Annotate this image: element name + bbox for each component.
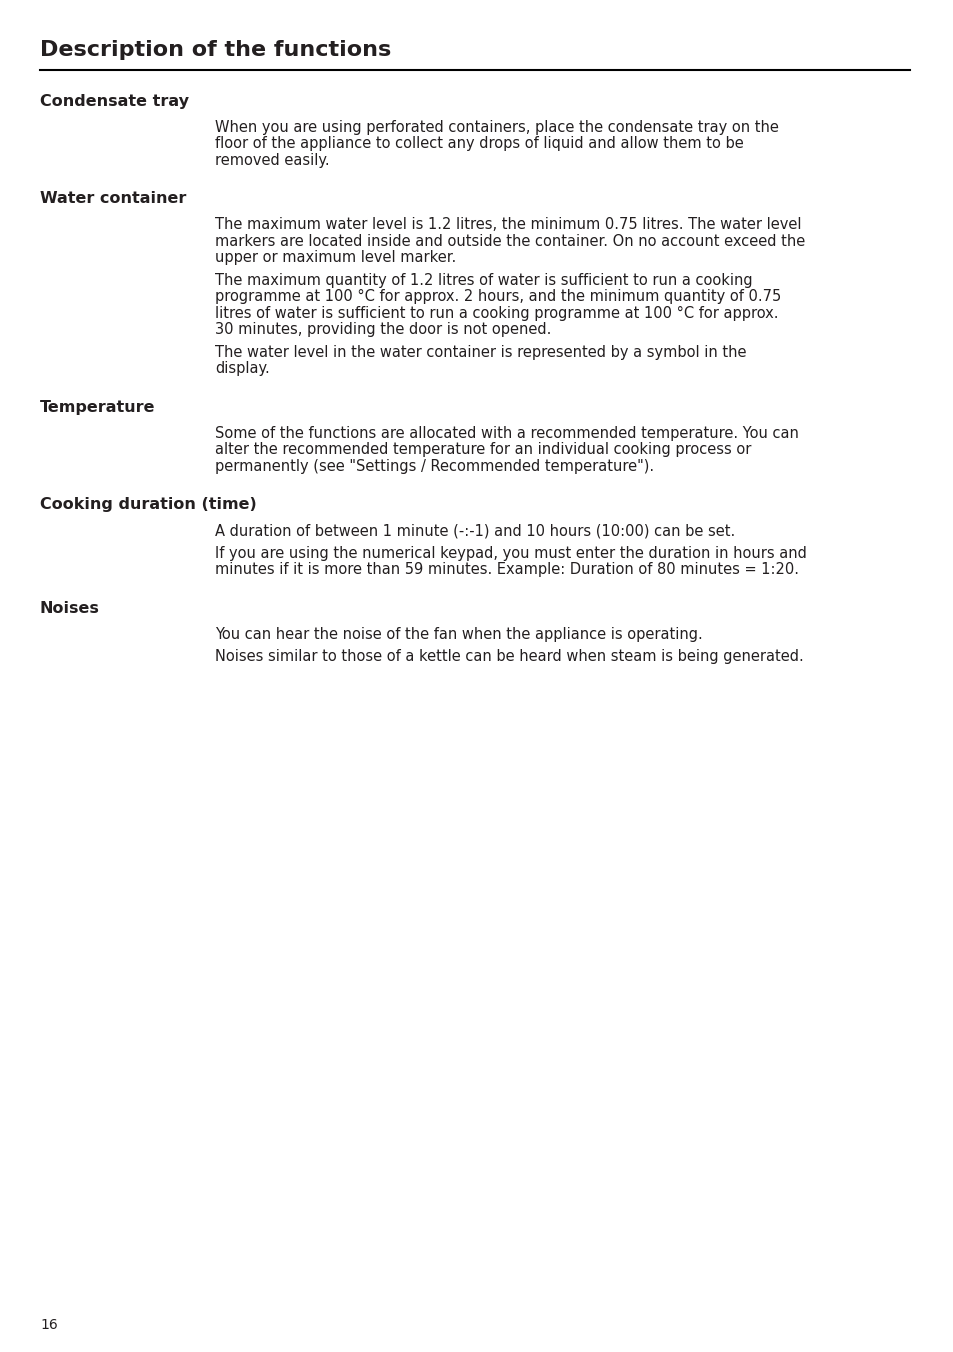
Text: The maximum quantity of 1.2 litres of water is sufficient to run a cooking: The maximum quantity of 1.2 litres of wa… [214, 273, 752, 288]
Text: Description of the functions: Description of the functions [40, 41, 391, 59]
Text: markers are located inside and outside the container. On no account exceed the: markers are located inside and outside t… [214, 234, 804, 249]
Text: display.: display. [214, 361, 270, 376]
Text: Water container: Water container [40, 192, 186, 207]
Text: When you are using perforated containers, place the condensate tray on the: When you are using perforated containers… [214, 120, 778, 135]
Text: alter the recommended temperature for an individual cooking process or: alter the recommended temperature for an… [214, 442, 751, 457]
Text: Some of the functions are allocated with a recommended temperature. You can: Some of the functions are allocated with… [214, 426, 798, 441]
Text: permanently (see "Settings / Recommended temperature").: permanently (see "Settings / Recommended… [214, 458, 654, 475]
Text: programme at 100 °C for approx. 2 hours, and the minimum quantity of 0.75: programme at 100 °C for approx. 2 hours,… [214, 289, 781, 304]
Text: Condensate tray: Condensate tray [40, 95, 189, 110]
Text: 16: 16 [40, 1318, 58, 1332]
Text: litres of water is sufficient to run a cooking programme at 100 °C for approx.: litres of water is sufficient to run a c… [214, 306, 778, 320]
Text: minutes if it is more than 59 minutes. Example: Duration of 80 minutes = 1:20.: minutes if it is more than 59 minutes. E… [214, 562, 799, 577]
Text: upper or maximum level marker.: upper or maximum level marker. [214, 250, 456, 265]
Text: The maximum water level is 1.2 litres, the minimum 0.75 litres. The water level: The maximum water level is 1.2 litres, t… [214, 218, 801, 233]
Text: You can hear the noise of the fan when the appliance is operating.: You can hear the noise of the fan when t… [214, 627, 702, 642]
Text: floor of the appliance to collect any drops of liquid and allow them to be: floor of the appliance to collect any dr… [214, 137, 743, 151]
Text: The water level in the water container is represented by a symbol in the: The water level in the water container i… [214, 345, 745, 360]
Text: removed easily.: removed easily. [214, 153, 330, 168]
Text: Cooking duration (time): Cooking duration (time) [40, 498, 256, 512]
Text: Noises similar to those of a kettle can be heard when steam is being generated.: Noises similar to those of a kettle can … [214, 649, 803, 664]
Text: A duration of between 1 minute (-:-1) and 10 hours (10:00) can be set.: A duration of between 1 minute (-:-1) an… [214, 523, 735, 538]
Text: Temperature: Temperature [40, 400, 155, 415]
Text: If you are using the numerical keypad, you must enter the duration in hours and: If you are using the numerical keypad, y… [214, 546, 806, 561]
Text: Noises: Noises [40, 600, 100, 617]
Text: 30 minutes, providing the door is not opened.: 30 minutes, providing the door is not op… [214, 322, 551, 338]
